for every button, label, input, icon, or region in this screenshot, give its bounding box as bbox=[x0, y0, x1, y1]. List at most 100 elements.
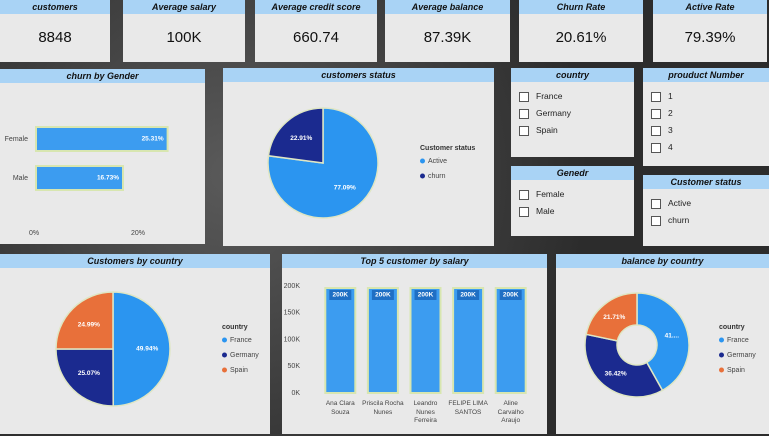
bar-label-bg bbox=[414, 290, 437, 300]
slicer: country France Germany Spain bbox=[511, 68, 634, 157]
slicer-list: Active churn bbox=[643, 189, 769, 229]
legend-label: France bbox=[727, 337, 749, 344]
checkbox[interactable] bbox=[519, 91, 529, 102]
x-tick-label: 20% bbox=[131, 230, 145, 237]
chart: 49.94% 25.07% 24.99% country France Germany Sp… bbox=[55, 291, 259, 407]
slicer-label: Active bbox=[668, 198, 692, 208]
checkbox[interactable] bbox=[519, 108, 529, 119]
y-tick-label: Female bbox=[5, 136, 28, 143]
slicer-list: Female Male bbox=[511, 180, 634, 220]
slicer-item[interactable]: Male bbox=[511, 203, 634, 220]
y-tick-label: Male bbox=[13, 175, 28, 182]
checkbox[interactable] bbox=[651, 125, 661, 136]
kpi-value: 100K bbox=[166, 29, 202, 46]
checkbox[interactable] bbox=[651, 215, 661, 226]
kpi-card: Churn Rate 20.61% bbox=[519, 0, 643, 62]
legend-marker bbox=[222, 337, 227, 343]
slicer: Customer status Active churn bbox=[643, 175, 769, 246]
bar-label: 200K bbox=[460, 292, 476, 299]
panel-title: Genedr bbox=[511, 166, 634, 180]
y-tick-label: 150K bbox=[284, 310, 301, 317]
slicer-label: 2 bbox=[668, 108, 673, 118]
kpi-value: 79.39% bbox=[684, 29, 736, 46]
y-tick-label: 50K bbox=[288, 363, 301, 370]
checkbox[interactable] bbox=[651, 108, 661, 119]
legend-label: Spain bbox=[727, 367, 745, 374]
legend-label: churn bbox=[428, 173, 446, 180]
slicer-item[interactable]: 1 bbox=[643, 88, 769, 105]
legend-marker bbox=[719, 367, 724, 373]
x-tick-label: Aline Carvalho Araujo bbox=[497, 400, 524, 424]
bar-label: 25.31% bbox=[142, 136, 164, 143]
slicer-label: 1 bbox=[668, 91, 673, 101]
panel-title: Top 5 customer by salary bbox=[282, 254, 547, 268]
slicer: prouduct Number 1 2 3 4 bbox=[643, 68, 769, 166]
slicer-item[interactable]: Germany bbox=[511, 105, 634, 122]
checkbox[interactable] bbox=[519, 189, 529, 200]
pie-slice bbox=[585, 292, 638, 342]
pie-slice bbox=[636, 292, 690, 392]
slicer-label: 3 bbox=[668, 125, 673, 135]
checkbox[interactable] bbox=[651, 91, 661, 102]
x-tick-label: Leandro Nunes Ferreira bbox=[413, 400, 438, 424]
legend-label: Active bbox=[428, 158, 447, 165]
y-tick-label: 100K bbox=[284, 336, 301, 343]
slicer-item[interactable]: Spain bbox=[511, 122, 634, 139]
checkbox[interactable] bbox=[651, 198, 661, 209]
legend-marker bbox=[420, 173, 425, 179]
x-tick-label: Priscila Rocha Nunes bbox=[362, 400, 404, 416]
slicer-label: Male bbox=[536, 206, 555, 216]
pie-slice bbox=[55, 348, 114, 407]
pie-slice bbox=[55, 291, 114, 350]
kpi-card: Average balance 87.39K bbox=[385, 0, 510, 62]
legend-title: country bbox=[719, 324, 745, 331]
slicer-item[interactable]: Active bbox=[643, 195, 769, 212]
panel-title: balance by country bbox=[556, 254, 769, 268]
chart: 77.09% 22.91% Customer status Active churn bbox=[267, 107, 475, 219]
slicer-item[interactable]: France bbox=[511, 88, 634, 105]
kpi-card: Average salary 100K bbox=[123, 0, 245, 62]
panel-title: Customer status bbox=[643, 175, 769, 189]
checkbox[interactable] bbox=[519, 125, 529, 136]
kpi-card: Average credit score 660.74 bbox=[255, 0, 377, 62]
slice-label: 77.09% bbox=[334, 185, 356, 192]
slice-label: 41.... bbox=[665, 333, 680, 340]
chart: 0K 50K 100K 150K 200K 200K 200K 200K 200K 200K bbox=[284, 283, 527, 397]
legend-marker bbox=[222, 352, 227, 358]
slice-label: 25.07% bbox=[78, 370, 100, 377]
checkbox[interactable] bbox=[651, 142, 661, 153]
kpi-value: 660.74 bbox=[293, 29, 339, 46]
panel-title: churn by Gender bbox=[0, 69, 205, 83]
legend-marker bbox=[222, 367, 227, 373]
bar bbox=[324, 287, 357, 394]
slicer: Genedr Female Male bbox=[511, 166, 634, 236]
chart-panel: churn by Gender 0% 20% Female 25.31% Male 16.7… bbox=[0, 69, 205, 244]
slicer-label: Germany bbox=[536, 108, 571, 118]
chart-panel: customers status 77.09% 22.91% Customer sta… bbox=[223, 68, 494, 246]
slicer-list: 1 2 3 4 bbox=[643, 82, 769, 156]
slicer-item[interactable]: 4 bbox=[643, 139, 769, 156]
slicer-item[interactable]: 2 bbox=[643, 105, 769, 122]
slicer-label: churn bbox=[668, 215, 690, 225]
pie-slice bbox=[112, 291, 171, 407]
chart-panel: Top 5 customer by salary 0K 50K 100K 150K 200… bbox=[282, 254, 547, 434]
slicer-item[interactable]: Female bbox=[511, 186, 634, 203]
slicer-label: 4 bbox=[668, 142, 673, 152]
slice-label: 22.91% bbox=[290, 135, 312, 142]
slice-label: 21.71% bbox=[603, 314, 625, 321]
legend-label: France bbox=[230, 337, 252, 344]
panel-title: Average salary bbox=[123, 0, 245, 14]
bar-label-bg bbox=[457, 290, 480, 300]
pie-slice bbox=[267, 107, 324, 164]
checkbox[interactable] bbox=[519, 206, 529, 217]
legend-title: Customer status bbox=[420, 145, 475, 152]
bar-label-bg bbox=[499, 290, 522, 300]
slicer-item[interactable]: 3 bbox=[643, 122, 769, 139]
bar-label-bg bbox=[329, 290, 352, 300]
bar bbox=[35, 165, 124, 191]
x-tick-label: Ana Clara Souza bbox=[325, 400, 355, 416]
slicer-label: Female bbox=[536, 189, 565, 199]
slicer-item[interactable]: churn bbox=[643, 212, 769, 229]
kpi-value: 87.39K bbox=[423, 29, 472, 46]
